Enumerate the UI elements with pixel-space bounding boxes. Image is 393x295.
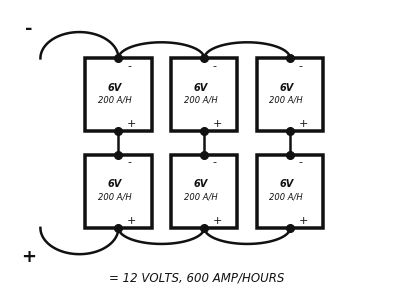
Text: +: + [299, 119, 308, 129]
Text: -: - [213, 61, 217, 71]
Text: +: + [127, 216, 136, 226]
Text: -: - [127, 157, 131, 167]
Text: -: - [25, 20, 33, 38]
Text: 6V: 6V [279, 83, 294, 93]
Text: +: + [127, 119, 136, 129]
Bar [257, 155, 323, 228]
Text: 200 A/H: 200 A/H [98, 96, 131, 105]
Text: -: - [213, 157, 217, 167]
Text: -: - [299, 157, 303, 167]
Text: +: + [213, 216, 222, 226]
Bar [171, 58, 237, 132]
Bar [257, 58, 323, 132]
Text: 200 A/H: 200 A/H [98, 192, 131, 201]
Text: +: + [213, 119, 222, 129]
Text: 200 A/H: 200 A/H [270, 192, 303, 201]
Text: = 12 VOLTS, 600 AMP/HOURS: = 12 VOLTS, 600 AMP/HOURS [109, 271, 284, 284]
Text: 6V: 6V [107, 83, 122, 93]
Text: 200 A/H: 200 A/H [184, 96, 217, 105]
Bar [171, 155, 237, 228]
Text: 200 A/H: 200 A/H [270, 96, 303, 105]
Text: 6V: 6V [193, 179, 208, 189]
Text: 6V: 6V [279, 179, 294, 189]
Bar [85, 58, 152, 132]
Text: 6V: 6V [107, 179, 122, 189]
Text: -: - [299, 61, 303, 71]
Text: -: - [127, 61, 131, 71]
Text: 6V: 6V [193, 83, 208, 93]
Text: 200 A/H: 200 A/H [184, 192, 217, 201]
Text: +: + [299, 216, 308, 226]
Bar [85, 155, 152, 228]
Text: +: + [21, 248, 36, 266]
